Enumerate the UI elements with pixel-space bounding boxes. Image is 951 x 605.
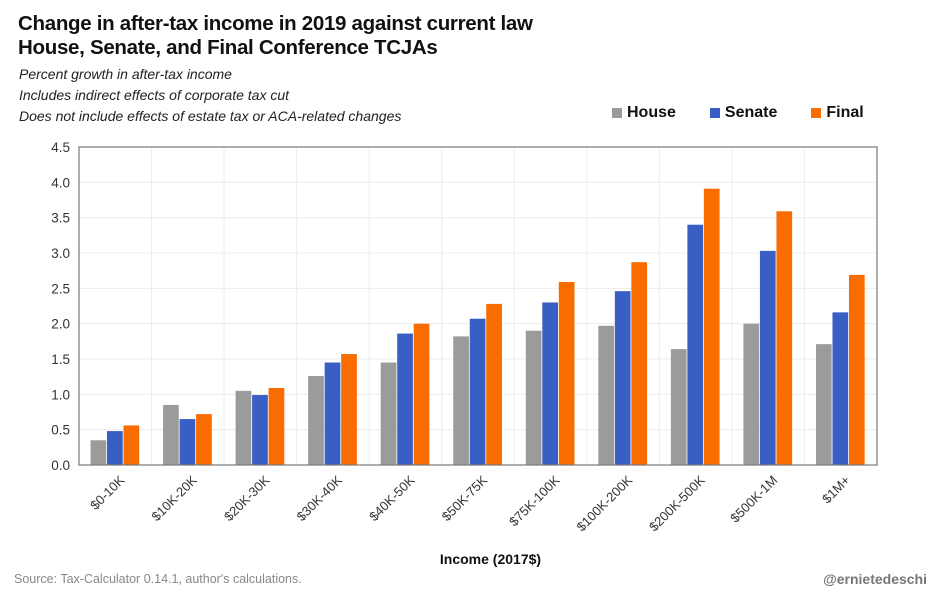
bar-senate	[759, 250, 776, 465]
x-tick-label: $0-10K	[87, 472, 127, 512]
bar-final	[341, 354, 357, 465]
x-axis-label: Income (2017$)	[439, 551, 542, 567]
y-tick-label: 0.5	[51, 423, 70, 438]
x-tick-label: $10K-20K	[148, 472, 200, 524]
legend-swatch-senate	[709, 108, 720, 118]
bar-house	[90, 440, 107, 465]
bar-house	[380, 362, 397, 465]
bar-final	[558, 281, 575, 465]
bars	[90, 188, 865, 465]
source-note: Source: Tax-Calculator 0.14.1, author's …	[14, 572, 302, 586]
bar-senate	[687, 224, 704, 465]
y-tick-label: 3.5	[51, 211, 70, 226]
bar-house	[815, 344, 832, 465]
chart-title: Change in after-tax income in 2019 again…	[18, 12, 533, 60]
y-tick-label: 1.5	[51, 352, 70, 367]
x-tick-label: $500K-1M	[727, 473, 780, 526]
x-tick-label: $20K-30K	[221, 472, 273, 524]
chart-subtitle: Percent growth in after-tax income Inclu…	[19, 64, 401, 127]
y-tick-label: 1.0	[51, 387, 70, 402]
x-tick-label: $75K-100K	[506, 472, 563, 529]
y-tick-label: 3.0	[51, 246, 70, 261]
subtitle-line: Includes indirect effects of corporate t…	[19, 87, 290, 103]
x-tick-label: $1M+	[819, 473, 853, 507]
bar-senate	[832, 312, 849, 465]
bar-house	[598, 325, 615, 465]
x-tick-label: $40K-50K	[366, 472, 418, 524]
bar-senate	[179, 419, 196, 465]
bar-senate	[542, 302, 558, 465]
bar-final	[631, 262, 648, 465]
plot-frame	[78, 146, 878, 466]
bar-senate	[107, 431, 123, 465]
legend-item-senate: Senate	[709, 104, 778, 122]
bar-senate	[469, 318, 486, 465]
x-axis-ticks: $0-10K $10K-20K $20K-30K $30K-40K $40K-50K $5…	[87, 472, 853, 534]
bar-house	[743, 323, 760, 465]
bar-senate	[614, 291, 631, 465]
legend-item-final: Final	[811, 104, 864, 122]
chart-title-line-1: Change in after-tax income in 2019 again…	[18, 12, 533, 35]
y-tick-label: 0.0	[51, 458, 70, 473]
y-tick-label: 2.5	[51, 281, 70, 296]
y-tick-label: 4.0	[51, 175, 70, 190]
x-tick-label: $30K-40K	[294, 472, 346, 524]
bar-senate	[397, 333, 413, 465]
bar-final	[196, 414, 212, 465]
bar-final	[848, 274, 865, 465]
y-tick-label: 2.0	[51, 317, 70, 332]
bar-house	[235, 390, 252, 465]
bar-house	[525, 330, 542, 465]
subtitle-line: Does not include effects of estate tax o…	[19, 108, 402, 124]
bar-house	[670, 349, 687, 465]
x-tick-label: $50K-75K	[439, 472, 491, 524]
y-axis-ticks: 0.0 0.5 1.0 1.5 2.0 2.5 3.0 3.5 4.0 4.5	[51, 140, 70, 473]
legend: House Senate Final	[612, 104, 898, 122]
subtitle-line: Percent growth in after-tax income	[19, 66, 232, 82]
legend-label-final: Final	[826, 104, 864, 121]
legend-item-house: House	[612, 104, 676, 122]
bar-final	[486, 303, 502, 465]
y-tick-label: 4.5	[51, 140, 70, 155]
bar-final	[268, 387, 285, 465]
x-tick-label: $100K-200K	[573, 472, 635, 534]
bar-house	[163, 404, 179, 465]
bar-final	[776, 211, 793, 465]
legend-swatch-final	[811, 108, 822, 118]
chart-title-line-2: House, Senate, and Final Conference TCJA…	[18, 36, 438, 59]
bar-house	[308, 375, 324, 465]
bar-senate	[252, 395, 268, 465]
legend-label-senate: Senate	[724, 104, 778, 121]
legend-label-house: House	[627, 104, 676, 121]
bar-final	[413, 323, 430, 465]
bar-final	[703, 188, 720, 465]
bar-final	[123, 425, 140, 465]
bar-house	[453, 336, 469, 465]
x-tick-label: $200K-500K	[646, 472, 708, 534]
author-handle: @ernietedeschi	[823, 571, 927, 587]
legend-swatch-house	[612, 108, 622, 118]
bar-senate	[324, 362, 341, 465]
